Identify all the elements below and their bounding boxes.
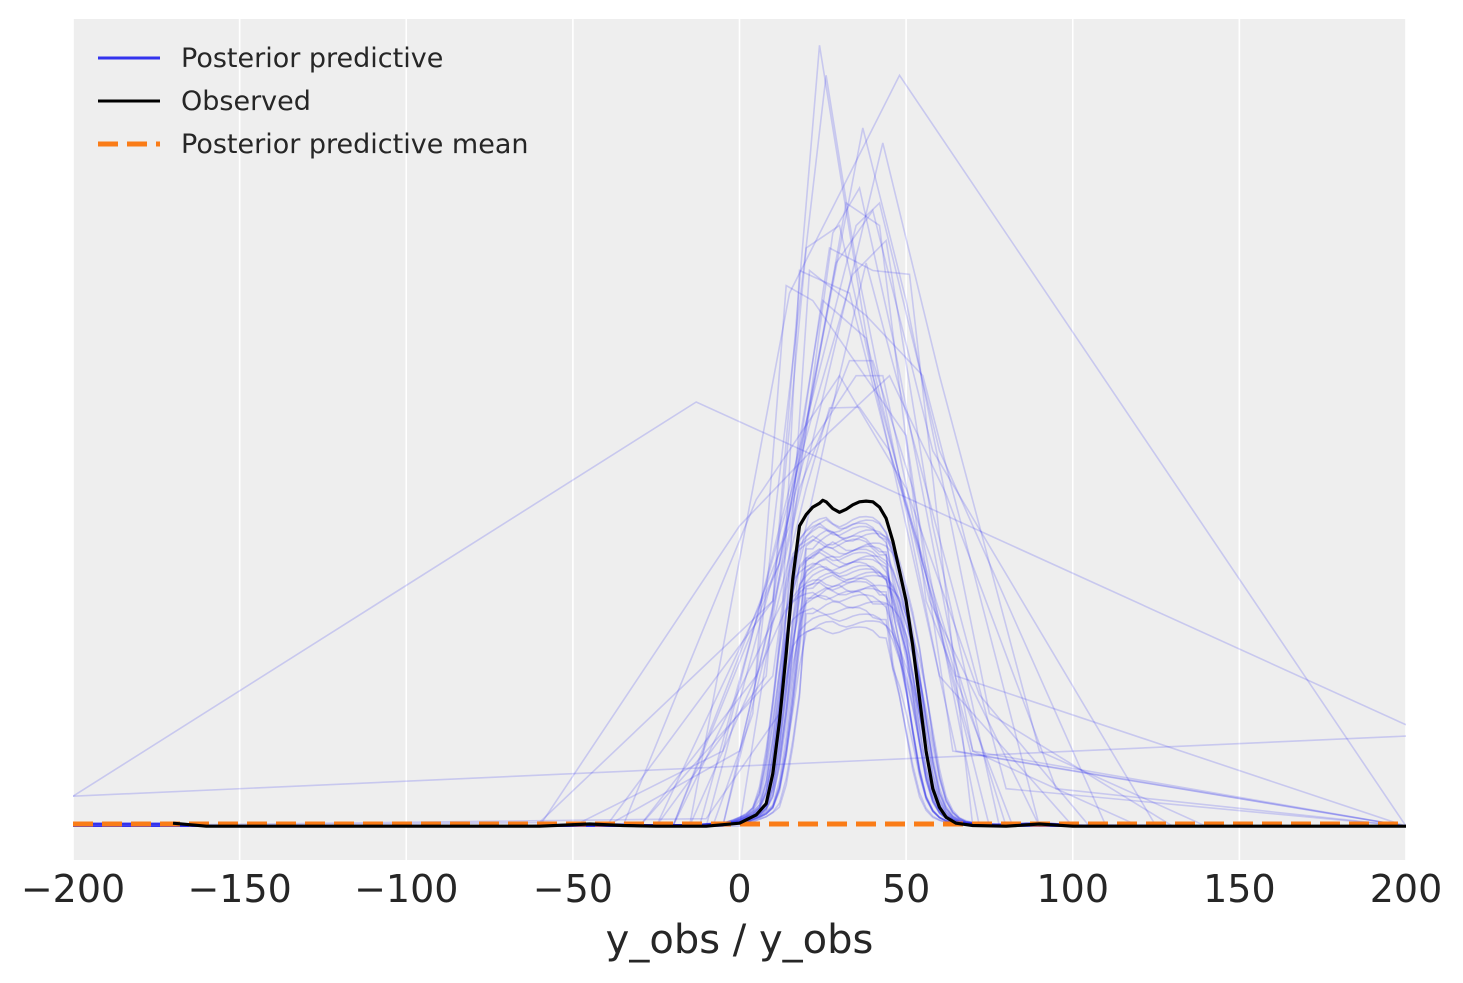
posterior-predictive-line xyxy=(73,374,1406,828)
grid-lines xyxy=(72,19,1407,860)
legend-label: Posterior predictive xyxy=(181,43,443,74)
x-axis-label: y_obs / y_obs xyxy=(606,917,874,963)
posterior-predictive-line xyxy=(73,401,1406,797)
x-tick-label: −200 xyxy=(21,867,125,911)
posterior-predictive-line xyxy=(139,45,1406,828)
posterior-predictive-line xyxy=(73,127,1406,828)
posterior-predictive-line xyxy=(73,262,1406,828)
x-tick-label: 100 xyxy=(1036,867,1109,911)
posterior-predictive-line xyxy=(73,374,1406,828)
legend-label: Observed xyxy=(181,86,311,117)
legend-label: Posterior predictive mean xyxy=(181,129,528,160)
posterior-predictive-line xyxy=(73,201,1406,828)
observed-and-mean xyxy=(73,498,1406,828)
posterior-predictive-line xyxy=(73,735,1406,797)
posterior-predictive-line xyxy=(73,406,1406,828)
observed-line xyxy=(172,498,1406,828)
posterior-predictive-line xyxy=(73,142,1406,828)
posterior-predictive-line xyxy=(73,359,1406,828)
x-tick-label: 50 xyxy=(882,867,930,911)
posterior-predictive-line xyxy=(73,224,1406,828)
posterior-predictive-line xyxy=(73,284,1406,828)
posterior-predictive-line xyxy=(73,246,1406,828)
posterior-predictive-line xyxy=(73,269,1406,828)
x-tick-label: 0 xyxy=(727,867,751,911)
posterior-predictive-line xyxy=(73,374,1406,828)
posterior-predictive-line xyxy=(73,185,1406,828)
posterior-predictive-line xyxy=(73,238,1406,828)
x-tick-label: −50 xyxy=(533,867,613,911)
x-tick-labels: −200 −150 −100 −50 0 50 100 150 200 xyxy=(21,867,1442,911)
posterior-predictive-line xyxy=(73,268,1406,828)
posterior-predictive-line xyxy=(73,201,1406,828)
x-tick-label: 150 xyxy=(1203,867,1276,911)
x-tick-label: 200 xyxy=(1370,867,1443,911)
posterior-predictive-line xyxy=(73,208,1406,828)
x-tick-label: −150 xyxy=(187,867,291,911)
legend: Posterior predictive Observed Posterior pr… xyxy=(98,43,528,160)
posterior-predictive-line xyxy=(73,299,1406,828)
posterior-predictive-line xyxy=(73,75,1406,828)
x-tick-label: −100 xyxy=(354,867,458,911)
